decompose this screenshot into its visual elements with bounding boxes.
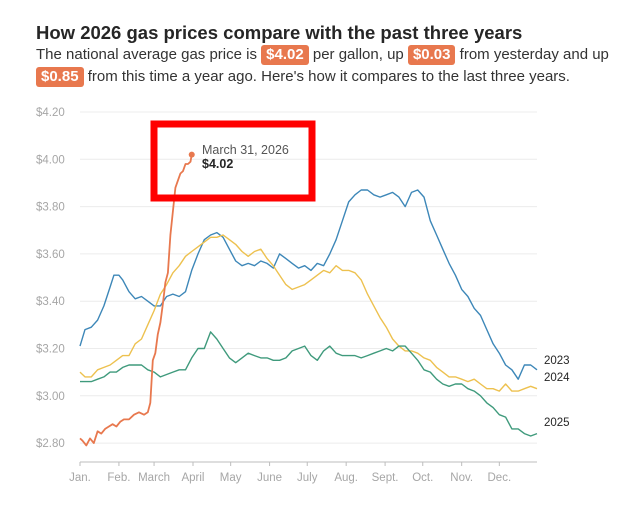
- series-line-2026: [79, 154, 193, 447]
- x-tick-label: April: [181, 472, 204, 484]
- daily-change-badge: $0.03: [407, 45, 456, 65]
- series-label-2023: 2023: [544, 355, 570, 367]
- x-tick-label: Nov.: [450, 472, 473, 484]
- subtitle-text-4: from this time a year ago. Here's how it…: [87, 68, 570, 85]
- x-tick-label: March: [138, 472, 170, 484]
- highlight-box: [150, 120, 316, 202]
- series-label-2024: 2024: [544, 372, 570, 384]
- chart-title: How 2026 gas prices compare with the pas…: [36, 22, 523, 43]
- x-tick-label: Sept.: [372, 472, 399, 484]
- x-tick-label: Feb.: [107, 472, 130, 484]
- yearly-change-badge: $0.85: [36, 67, 84, 87]
- subtitle-text-1: The national average gas price is: [36, 46, 257, 63]
- y-tick-label: $4.20: [36, 107, 65, 119]
- current-price-badge: $4.02: [261, 45, 309, 65]
- x-tick-label: Aug.: [334, 472, 358, 484]
- series-label-2025: 2025: [544, 417, 570, 429]
- x-tick-label: May: [220, 472, 242, 484]
- x-tick-label: Jan.: [69, 472, 91, 484]
- y-tick-label: $3.60: [36, 249, 65, 261]
- subtitle-text-3: from yesterday and up: [459, 46, 609, 63]
- series-line-2023: [79, 189, 538, 380]
- y-tick-label: $4.00: [36, 154, 65, 166]
- y-tick-label: $2.80: [36, 438, 65, 450]
- series-line-2025: [80, 331, 538, 437]
- x-tick-label: June: [257, 472, 282, 484]
- subtitle-text-2: per gallon, up: [312, 46, 404, 63]
- x-tick-label: Oct.: [412, 472, 433, 484]
- latest-price-point: [188, 151, 195, 158]
- series-line-2024: [79, 234, 538, 392]
- y-tick-label: $3.40: [36, 296, 65, 308]
- chart-subtitle: The national average gas price is $4.02 …: [36, 44, 636, 88]
- x-tick-label: July: [297, 472, 318, 484]
- annotation-date: March 31, 2026: [202, 143, 289, 157]
- x-tick-label: Dec.: [488, 472, 512, 484]
- y-tick-label: $3.00: [36, 391, 65, 403]
- y-tick-label: $3.20: [36, 343, 65, 355]
- annotation-value: $4.02: [202, 157, 233, 171]
- y-tick-label: $3.80: [36, 202, 65, 214]
